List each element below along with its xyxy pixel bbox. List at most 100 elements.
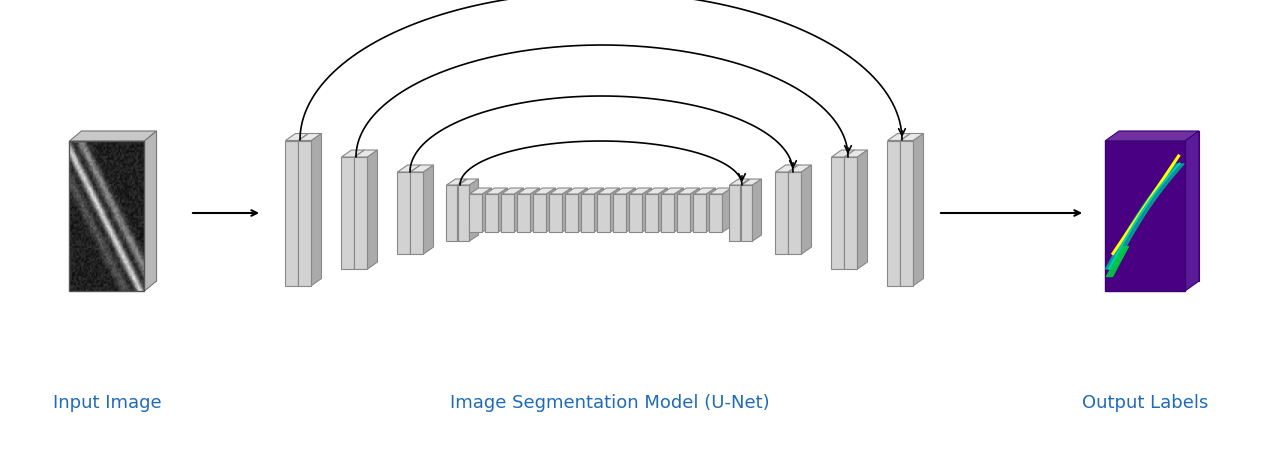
Polygon shape xyxy=(566,188,587,194)
Polygon shape xyxy=(566,194,578,232)
Polygon shape xyxy=(457,179,466,241)
Polygon shape xyxy=(741,185,753,241)
Polygon shape xyxy=(410,165,433,172)
Polygon shape xyxy=(1105,131,1199,141)
Polygon shape xyxy=(341,157,354,269)
Polygon shape xyxy=(730,179,749,185)
Polygon shape xyxy=(598,188,619,194)
Polygon shape xyxy=(459,179,479,185)
Polygon shape xyxy=(857,150,868,269)
Polygon shape xyxy=(298,134,308,285)
Polygon shape xyxy=(646,194,659,232)
Polygon shape xyxy=(517,188,539,194)
Polygon shape xyxy=(901,140,913,285)
Polygon shape xyxy=(82,131,157,281)
Polygon shape xyxy=(470,188,492,194)
Polygon shape xyxy=(312,134,321,285)
Polygon shape xyxy=(498,188,507,232)
Polygon shape xyxy=(285,134,308,140)
Polygon shape xyxy=(646,188,668,194)
Polygon shape xyxy=(789,165,799,254)
Polygon shape xyxy=(367,150,377,269)
Polygon shape xyxy=(485,194,498,232)
Polygon shape xyxy=(776,172,789,254)
Polygon shape xyxy=(581,188,604,194)
Polygon shape xyxy=(691,188,699,232)
Polygon shape xyxy=(629,188,651,194)
Polygon shape xyxy=(832,150,855,157)
Polygon shape xyxy=(832,157,845,269)
Polygon shape xyxy=(845,150,868,157)
Polygon shape xyxy=(888,134,911,140)
Polygon shape xyxy=(789,172,801,254)
Polygon shape xyxy=(470,194,483,232)
Polygon shape xyxy=(530,188,539,232)
Polygon shape xyxy=(730,185,740,241)
Polygon shape xyxy=(285,140,298,285)
Polygon shape xyxy=(913,134,924,285)
Polygon shape xyxy=(901,134,911,285)
Polygon shape xyxy=(410,172,423,254)
Polygon shape xyxy=(659,188,668,232)
Polygon shape xyxy=(446,185,457,241)
Polygon shape xyxy=(614,194,627,232)
Polygon shape xyxy=(298,134,321,140)
Polygon shape xyxy=(710,194,722,232)
Polygon shape xyxy=(578,188,587,232)
Polygon shape xyxy=(627,188,636,232)
Polygon shape xyxy=(354,150,364,269)
Polygon shape xyxy=(534,188,555,194)
Polygon shape xyxy=(547,188,555,232)
Polygon shape xyxy=(753,179,762,241)
Polygon shape xyxy=(397,165,420,172)
Polygon shape xyxy=(517,194,530,232)
Polygon shape xyxy=(459,185,470,241)
Polygon shape xyxy=(610,188,619,232)
Polygon shape xyxy=(598,194,610,232)
Polygon shape xyxy=(789,165,812,172)
Polygon shape xyxy=(410,165,420,254)
Polygon shape xyxy=(70,131,157,141)
Polygon shape xyxy=(515,188,524,232)
Polygon shape xyxy=(534,194,547,232)
Polygon shape xyxy=(446,179,466,185)
Polygon shape xyxy=(710,188,731,194)
Polygon shape xyxy=(776,165,799,172)
Polygon shape xyxy=(845,150,855,269)
Polygon shape xyxy=(888,140,901,285)
Polygon shape xyxy=(502,194,515,232)
Polygon shape xyxy=(678,194,691,232)
Polygon shape xyxy=(661,188,683,194)
Text: Image Segmentation Model (U-Net): Image Segmentation Model (U-Net) xyxy=(450,394,769,412)
Polygon shape xyxy=(693,188,716,194)
Polygon shape xyxy=(502,188,524,194)
Polygon shape xyxy=(483,188,492,232)
Polygon shape xyxy=(642,188,651,232)
Polygon shape xyxy=(549,188,572,194)
Polygon shape xyxy=(901,134,924,140)
Polygon shape xyxy=(740,179,749,241)
Polygon shape xyxy=(693,194,707,232)
Polygon shape xyxy=(563,188,572,232)
Polygon shape xyxy=(741,179,762,185)
Polygon shape xyxy=(801,165,812,254)
Polygon shape xyxy=(678,188,699,194)
Polygon shape xyxy=(595,188,604,232)
Polygon shape xyxy=(1119,131,1199,281)
Polygon shape xyxy=(144,131,157,291)
Polygon shape xyxy=(485,188,507,194)
Polygon shape xyxy=(549,194,563,232)
Polygon shape xyxy=(341,150,364,157)
Polygon shape xyxy=(470,179,479,241)
Polygon shape xyxy=(298,140,312,285)
Polygon shape xyxy=(722,188,731,232)
Polygon shape xyxy=(1105,141,1185,291)
Polygon shape xyxy=(614,188,636,194)
Text: Output Labels: Output Labels xyxy=(1082,394,1208,412)
Polygon shape xyxy=(661,194,674,232)
Polygon shape xyxy=(845,157,857,269)
Polygon shape xyxy=(674,188,683,232)
Polygon shape xyxy=(354,157,367,269)
Polygon shape xyxy=(397,172,410,254)
Polygon shape xyxy=(423,165,433,254)
